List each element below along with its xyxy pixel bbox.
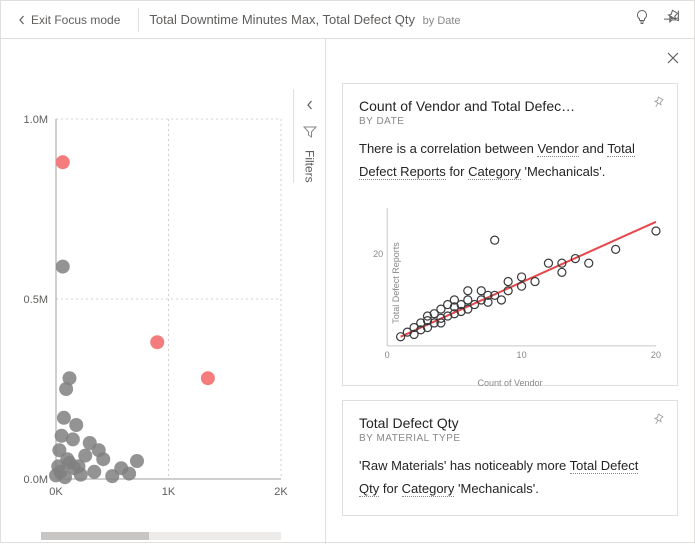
card-description: 'Raw Materials' has noticeably more Tota… [359, 454, 661, 501]
card-title: Count of Vendor and Total Defec… [359, 98, 661, 114]
card-subtitle: BY DATE [359, 116, 661, 127]
svg-text:2K: 2K [274, 486, 288, 498]
insight-card-material: Total Defect Qty BY MATERIAL TYPE 'Raw M… [342, 400, 678, 516]
mini-xlabel: Count of Vendor [359, 378, 661, 388]
filters-label: Filters [303, 150, 317, 183]
chevron-left-icon [294, 97, 325, 115]
filters-pane-collapsed[interactable]: Filters [293, 89, 325, 183]
main-area: 0.0M 0.5M 1.0M 0K 1K 2K Filters Count of Vend… [1, 39, 694, 544]
card-title: Total Defect Qty [359, 415, 661, 431]
svg-text:1.0M: 1.0M [24, 114, 48, 126]
mini-ylabel: Total Defect Reports [391, 243, 401, 325]
svg-text:1K: 1K [162, 486, 176, 498]
focus-header: Exit Focus mode Total Downtime Minutes M… [1, 1, 694, 39]
pin-icon[interactable] [651, 413, 665, 432]
svg-text:0.0M: 0.0M [24, 474, 48, 486]
exit-focus-label: Exit Focus mode [31, 13, 120, 27]
svg-text:20: 20 [651, 350, 661, 360]
header-actions [634, 9, 686, 30]
lightbulb-icon[interactable] [634, 9, 650, 30]
x-scrollbar[interactable] [41, 532, 281, 540]
page-title: Total Downtime Minutes Max, Total Defect… [149, 12, 634, 27]
insight-card-correlation: Count of Vendor and Total Defec… BY DATE… [342, 83, 678, 386]
exit-focus-button[interactable]: Exit Focus mode [9, 9, 128, 31]
x-scrollbar-thumb[interactable] [41, 532, 149, 540]
main-scatter-chart[interactable]: 0.0M 0.5M 1.0M 0K 1K 2K [1, 109, 291, 509]
svg-text:10: 10 [517, 350, 527, 360]
svg-text:0K: 0K [49, 486, 63, 498]
pin-icon[interactable] [664, 9, 680, 30]
close-button[interactable] [666, 51, 680, 70]
left-pane: 0.0M 0.5M 1.0M 0K 1K 2K Filters [1, 39, 326, 544]
filter-icon [294, 125, 325, 144]
card-subtitle: BY MATERIAL TYPE [359, 433, 661, 444]
chevron-left-icon [17, 15, 27, 25]
title-suffix: by Date [423, 15, 461, 27]
separator [138, 8, 139, 32]
title-main: Total Downtime Minutes Max, Total Defect… [149, 12, 415, 27]
card-description: There is a correlation between Vendor an… [359, 137, 661, 184]
svg-text:0: 0 [385, 350, 390, 360]
svg-text:20: 20 [373, 249, 383, 259]
insights-pane: Count of Vendor and Total Defec… BY DATE… [326, 39, 694, 544]
correlation-scatter-chart[interactable]: Total Defect Reports 2001020 Count of Ve… [359, 196, 661, 371]
svg-text:0.5M: 0.5M [24, 294, 48, 306]
pin-icon[interactable] [651, 96, 665, 115]
